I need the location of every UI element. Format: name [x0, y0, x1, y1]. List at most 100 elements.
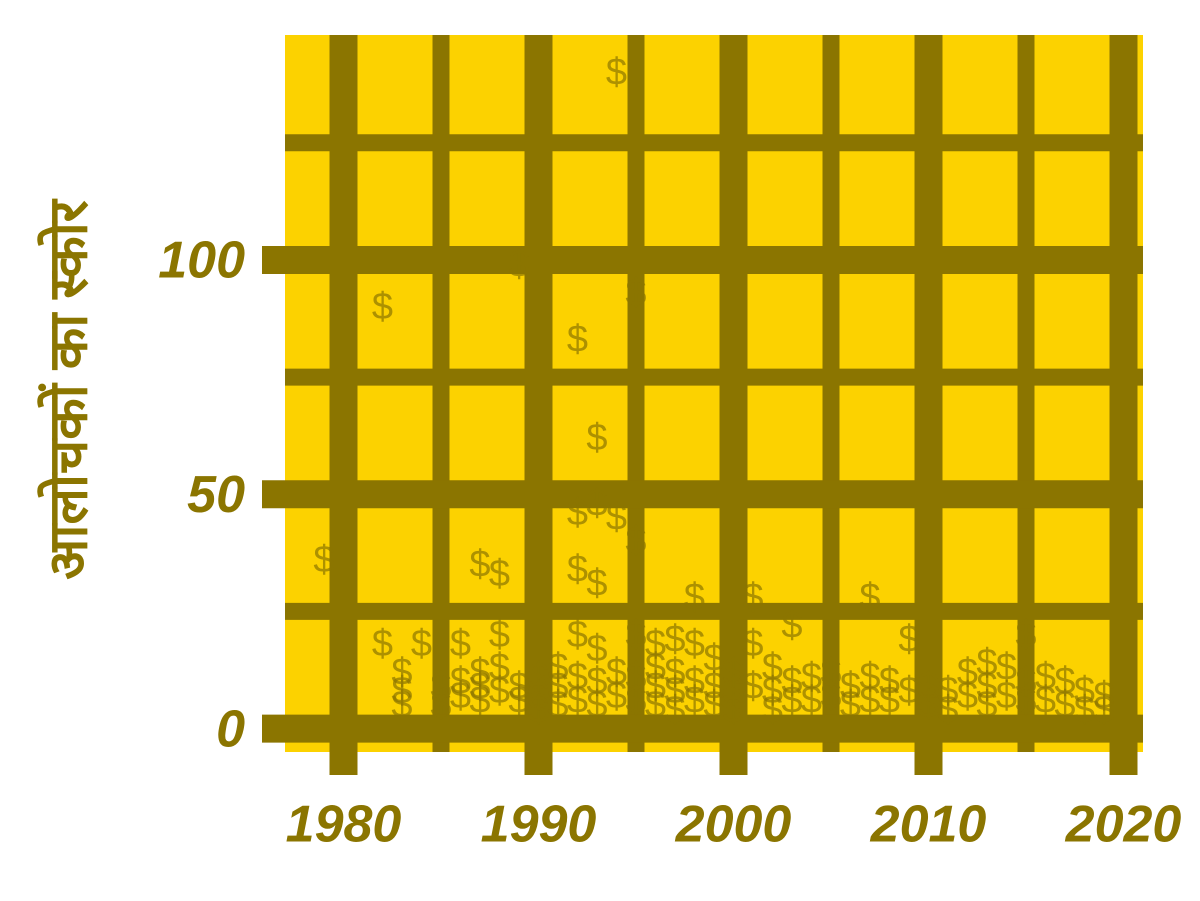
- marker: $: [586, 417, 607, 459]
- marker: $: [937, 689, 958, 731]
- marker: $: [1093, 689, 1114, 731]
- marker: $: [489, 614, 510, 656]
- x-tick-label: 2010: [870, 796, 987, 854]
- marker: $: [859, 576, 880, 618]
- marker: $: [684, 661, 705, 703]
- marker: $: [859, 679, 880, 721]
- marker: $: [508, 665, 529, 707]
- marker: $: [547, 647, 568, 689]
- x-tick-label: 2000: [675, 796, 792, 854]
- marker: $: [450, 661, 471, 703]
- marker: $: [723, 651, 744, 693]
- marker: $: [547, 665, 568, 707]
- marker: $: [586, 684, 607, 726]
- marker: $: [469, 679, 490, 721]
- marker: $: [723, 689, 744, 731]
- marker: $: [450, 623, 471, 665]
- marker: $: [645, 623, 666, 665]
- marker: $: [723, 670, 744, 712]
- marker: $: [976, 684, 997, 726]
- marker: $: [1054, 661, 1075, 703]
- marker: $: [840, 665, 861, 707]
- marker: $: [820, 651, 841, 693]
- marker: $: [664, 619, 685, 661]
- marker: $: [820, 675, 841, 717]
- marker: $: [898, 670, 919, 712]
- marker: $: [372, 623, 393, 665]
- marker: $: [645, 684, 666, 726]
- marker: $: [703, 637, 724, 679]
- marker: $: [586, 562, 607, 604]
- marker: $: [391, 651, 412, 693]
- marker: $: [547, 684, 568, 726]
- marker: $: [625, 272, 646, 314]
- marker: $: [742, 576, 763, 618]
- y-tick-label: 100: [158, 232, 245, 290]
- x-tick-label: 1980: [286, 796, 402, 854]
- marker: $: [567, 319, 588, 361]
- marker: $: [762, 670, 783, 712]
- marker: $: [586, 628, 607, 670]
- marker: $: [1035, 656, 1056, 698]
- marker: $: [1015, 614, 1036, 656]
- marker: $: [1093, 675, 1114, 717]
- y-tick-label: 50: [187, 466, 245, 524]
- marker: $: [1035, 679, 1056, 721]
- marker: $: [606, 52, 627, 94]
- marker: $: [528, 675, 549, 717]
- marker: $: [528, 656, 549, 698]
- x-tick-label: 1990: [481, 796, 597, 854]
- marker: $: [898, 619, 919, 661]
- marker: $: [645, 665, 666, 707]
- marker: $: [664, 670, 685, 712]
- plot-background: [285, 35, 1143, 752]
- marker: $: [625, 656, 646, 698]
- marker: $: [781, 679, 802, 721]
- marker: $: [508, 679, 529, 721]
- marker: $: [918, 684, 939, 726]
- x-tick-label: 2020: [1065, 796, 1182, 854]
- marker: $: [586, 661, 607, 703]
- marker: $: [781, 605, 802, 647]
- marker: $: [489, 647, 510, 689]
- marker: $: [703, 665, 724, 707]
- marker: $: [762, 647, 783, 689]
- marker: $: [528, 689, 549, 731]
- marker: $: [411, 623, 432, 665]
- y-tick-label: 0: [216, 700, 245, 758]
- marker: $: [450, 675, 471, 717]
- marker: $: [840, 684, 861, 726]
- marker: $: [762, 689, 783, 731]
- marker: $: [996, 675, 1017, 717]
- marker: $: [489, 553, 510, 595]
- marker: $: [508, 244, 529, 286]
- marker: $: [684, 679, 705, 721]
- marker: $: [372, 286, 393, 328]
- marker: $: [664, 651, 685, 693]
- marker: $: [606, 497, 627, 539]
- marker: $: [859, 656, 880, 698]
- marker: $: [801, 656, 822, 698]
- marker: $: [937, 670, 958, 712]
- marker: $: [567, 492, 588, 534]
- marker: $: [430, 665, 451, 707]
- marker: $: [801, 679, 822, 721]
- marker: $: [391, 670, 412, 712]
- marker: $: [430, 684, 451, 726]
- marker: $: [879, 661, 900, 703]
- marker: $: [606, 651, 627, 693]
- marker: $: [957, 675, 978, 717]
- marker: $: [1054, 684, 1075, 726]
- marker: $: [879, 679, 900, 721]
- marker: $: [645, 647, 666, 689]
- y-axis-label: आलोचकों का स्कोर: [36, 198, 98, 579]
- marker: $: [313, 539, 334, 581]
- marker: $: [469, 665, 490, 707]
- marker: $: [703, 684, 724, 726]
- marker: $: [625, 614, 646, 656]
- marker: $: [664, 689, 685, 731]
- marker: $: [625, 520, 646, 562]
- marker: $: [1074, 689, 1095, 731]
- marker: $: [586, 483, 607, 525]
